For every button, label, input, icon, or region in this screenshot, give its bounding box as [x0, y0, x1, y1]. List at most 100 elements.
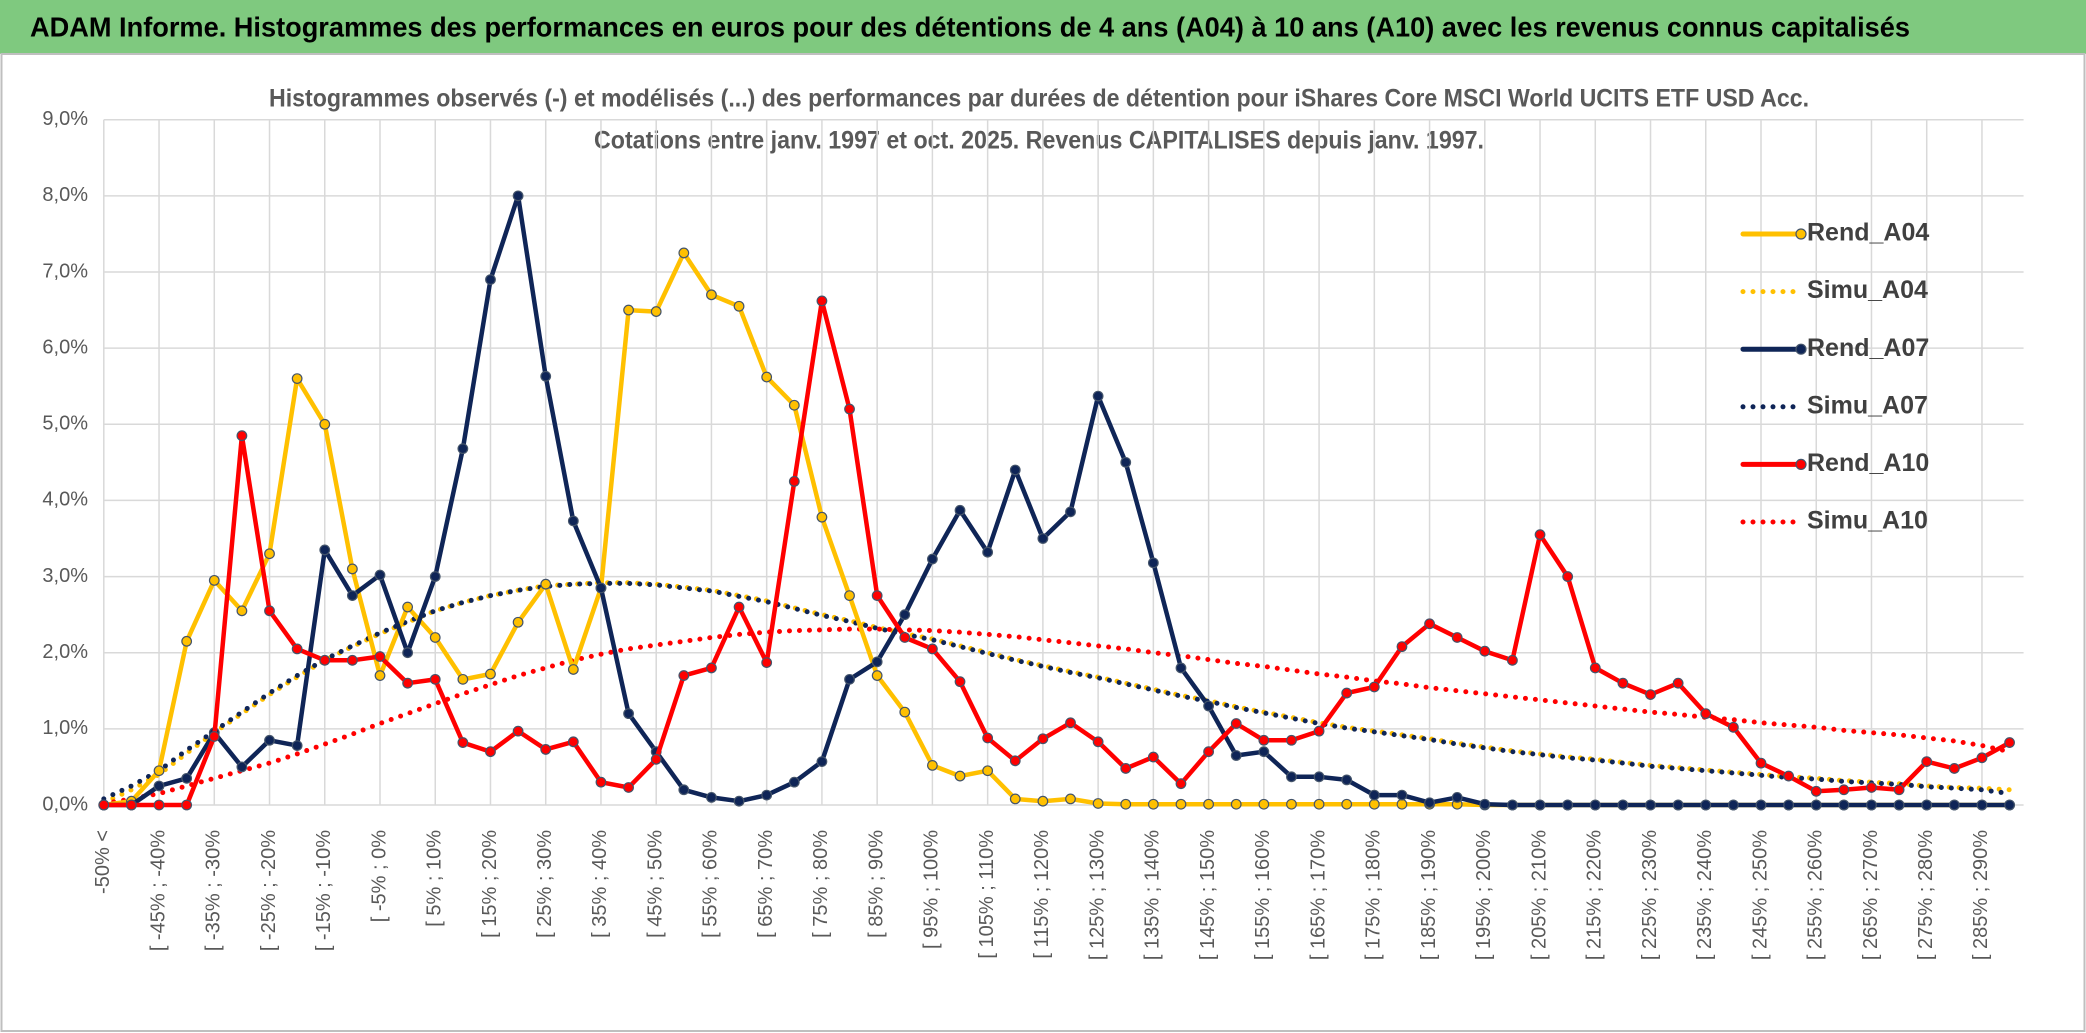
point — [1451, 632, 1463, 643]
point — [1810, 785, 1822, 797]
point — [1617, 677, 1629, 689]
point — [1147, 557, 1159, 569]
point — [788, 776, 800, 788]
point — [429, 632, 441, 643]
point — [1700, 799, 1712, 811]
point — [1230, 718, 1242, 729]
point — [319, 544, 331, 556]
point — [1534, 529, 1546, 541]
point — [236, 430, 248, 442]
point — [1230, 798, 1242, 810]
x-tick-label: [ 115% ; 120% — [1031, 830, 1053, 959]
point — [1009, 464, 1021, 476]
point — [540, 744, 552, 755]
point — [650, 753, 662, 765]
point — [540, 578, 552, 590]
point — [126, 799, 137, 811]
point — [899, 609, 911, 621]
point — [1120, 763, 1132, 774]
point — [291, 740, 303, 752]
point — [1479, 798, 1491, 810]
point — [1203, 700, 1214, 712]
point — [1396, 789, 1408, 801]
point — [2004, 799, 2015, 811]
point — [1092, 390, 1104, 402]
point — [982, 546, 994, 558]
x-tick-label: [ -5% ; 0% — [368, 830, 390, 922]
point — [1507, 654, 1518, 666]
x-tick-label: [ 185% ; 190% — [1418, 830, 1440, 960]
point — [1258, 734, 1270, 746]
point — [678, 670, 690, 681]
point — [788, 475, 800, 487]
point — [706, 662, 717, 674]
y-tick-label: 4,0% — [42, 489, 88, 511]
point — [264, 734, 275, 746]
x-tick-label: [ 45% ; 50% — [644, 830, 666, 938]
x-tick-label: -50% < — [92, 830, 114, 894]
point — [1368, 789, 1380, 801]
point — [1617, 799, 1629, 811]
point — [1727, 721, 1739, 733]
y-tick-label: 5,0% — [42, 413, 88, 435]
point — [319, 654, 331, 666]
x-tick-label: [ 195% ; 200% — [1473, 830, 1495, 960]
point — [1341, 774, 1353, 786]
point — [761, 789, 773, 801]
point — [1755, 799, 1767, 811]
chart-subtitle: Cotations entre janv. 1997 et oct. 2025.… — [594, 127, 1484, 155]
x-tick-label: [ -45% ; -40% — [147, 830, 169, 951]
point — [1037, 733, 1049, 745]
x-tick-label: [ 35% ; 40% — [589, 830, 611, 938]
y-tick-label: 1,0% — [42, 717, 88, 739]
point — [153, 780, 165, 792]
point — [899, 632, 911, 643]
x-tick-label: [ 165% ; 170% — [1307, 830, 1329, 960]
point — [1562, 571, 1574, 582]
point — [927, 553, 938, 565]
point — [1313, 771, 1325, 783]
point — [1230, 750, 1242, 761]
point — [1976, 752, 1988, 764]
point — [319, 418, 331, 430]
legend-label: Simu_A04 — [1807, 276, 1928, 304]
point — [1286, 734, 1297, 746]
y-tick-label: 3,0% — [42, 565, 88, 587]
point — [457, 737, 469, 748]
point — [650, 306, 662, 317]
point — [264, 548, 275, 560]
point — [1866, 782, 1877, 793]
point — [1037, 533, 1049, 544]
point — [567, 664, 579, 675]
point — [402, 647, 414, 659]
point — [208, 574, 220, 586]
point — [429, 571, 441, 582]
point — [236, 761, 248, 773]
point — [1948, 763, 1960, 774]
x-tick-label: [ 75% ; 80% — [810, 830, 832, 938]
x-tick-label: [ 275% ; 280% — [1915, 830, 1937, 960]
point — [1589, 799, 1601, 811]
point — [871, 656, 883, 668]
point — [181, 635, 193, 647]
point — [844, 403, 855, 415]
x-tick-label: [ 25% ; 30% — [534, 830, 556, 938]
point — [982, 765, 994, 777]
point — [1976, 799, 1988, 811]
point — [2004, 737, 2015, 748]
point — [1838, 799, 1850, 811]
point — [1424, 797, 1435, 809]
point — [457, 443, 469, 455]
point — [512, 190, 524, 202]
point — [567, 736, 579, 748]
point — [733, 601, 745, 613]
point — [623, 782, 634, 793]
point — [1175, 798, 1187, 810]
x-tick-label: [ 5% ; 10% — [424, 830, 446, 927]
point — [1203, 746, 1214, 758]
point — [1120, 798, 1132, 810]
y-tick-label: 2,0% — [42, 641, 88, 663]
point — [1589, 662, 1601, 674]
point — [1120, 456, 1132, 468]
